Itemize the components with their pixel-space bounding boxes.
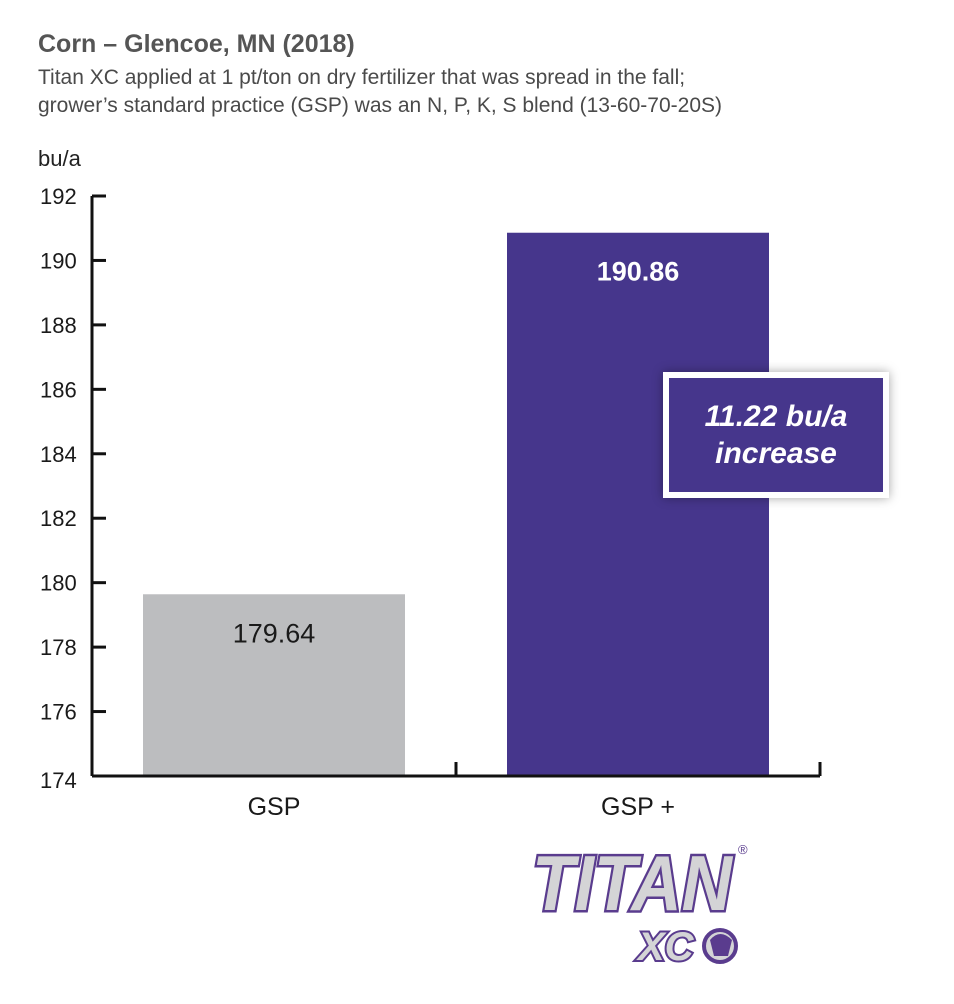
y-tick-label-188: 188 (40, 313, 77, 338)
titan-xc-logo: TITAN ® XC (530, 837, 749, 972)
y-tick-label-182: 182 (40, 506, 77, 531)
chart-title: Corn – Glencoe, MN (2018) (38, 30, 355, 58)
y-tick-label-186: 186 (40, 377, 77, 402)
bar-0 (143, 594, 405, 776)
callout-line-2: increase (715, 437, 837, 470)
increase-callout: 11.22 bu/a increase (663, 372, 889, 498)
logo-suffix-text: XC (636, 925, 695, 969)
x-tick-label-1: GSP + (601, 793, 675, 821)
y-tick-label-184: 184 (40, 442, 77, 467)
y-axis-label: bu/a (38, 146, 81, 171)
subtitle-line-1: Titan XC applied at 1 pt/ton on dry fert… (38, 66, 686, 89)
y-tick-label-190: 190 (40, 248, 77, 273)
callout-line-1: 11.22 bu/a (704, 400, 848, 433)
chart-subtitle: Titan XC applied at 1 pt/ton on dry fert… (38, 64, 938, 120)
x-tick-label-0: GSP (248, 793, 301, 821)
helmet-icon (702, 928, 738, 964)
subtitle-line-2: grower’s standard practice (GSP) was an … (38, 94, 722, 117)
bar-1 (507, 232, 769, 776)
y-tick-label-192: 192 (40, 184, 77, 209)
bar-value-label-0: 179.64 (233, 618, 316, 648)
y-tick-label-178: 178 (40, 635, 77, 660)
y-tick-label-174: 174 (40, 768, 77, 793)
y-tick-label-180: 180 (40, 571, 77, 596)
logo-registered-mark: ® (738, 842, 748, 857)
logo-brand-text: TITAN (532, 839, 733, 927)
y-tick-label-176: 176 (40, 700, 77, 725)
bar-value-label-1: 190.86 (597, 257, 680, 287)
